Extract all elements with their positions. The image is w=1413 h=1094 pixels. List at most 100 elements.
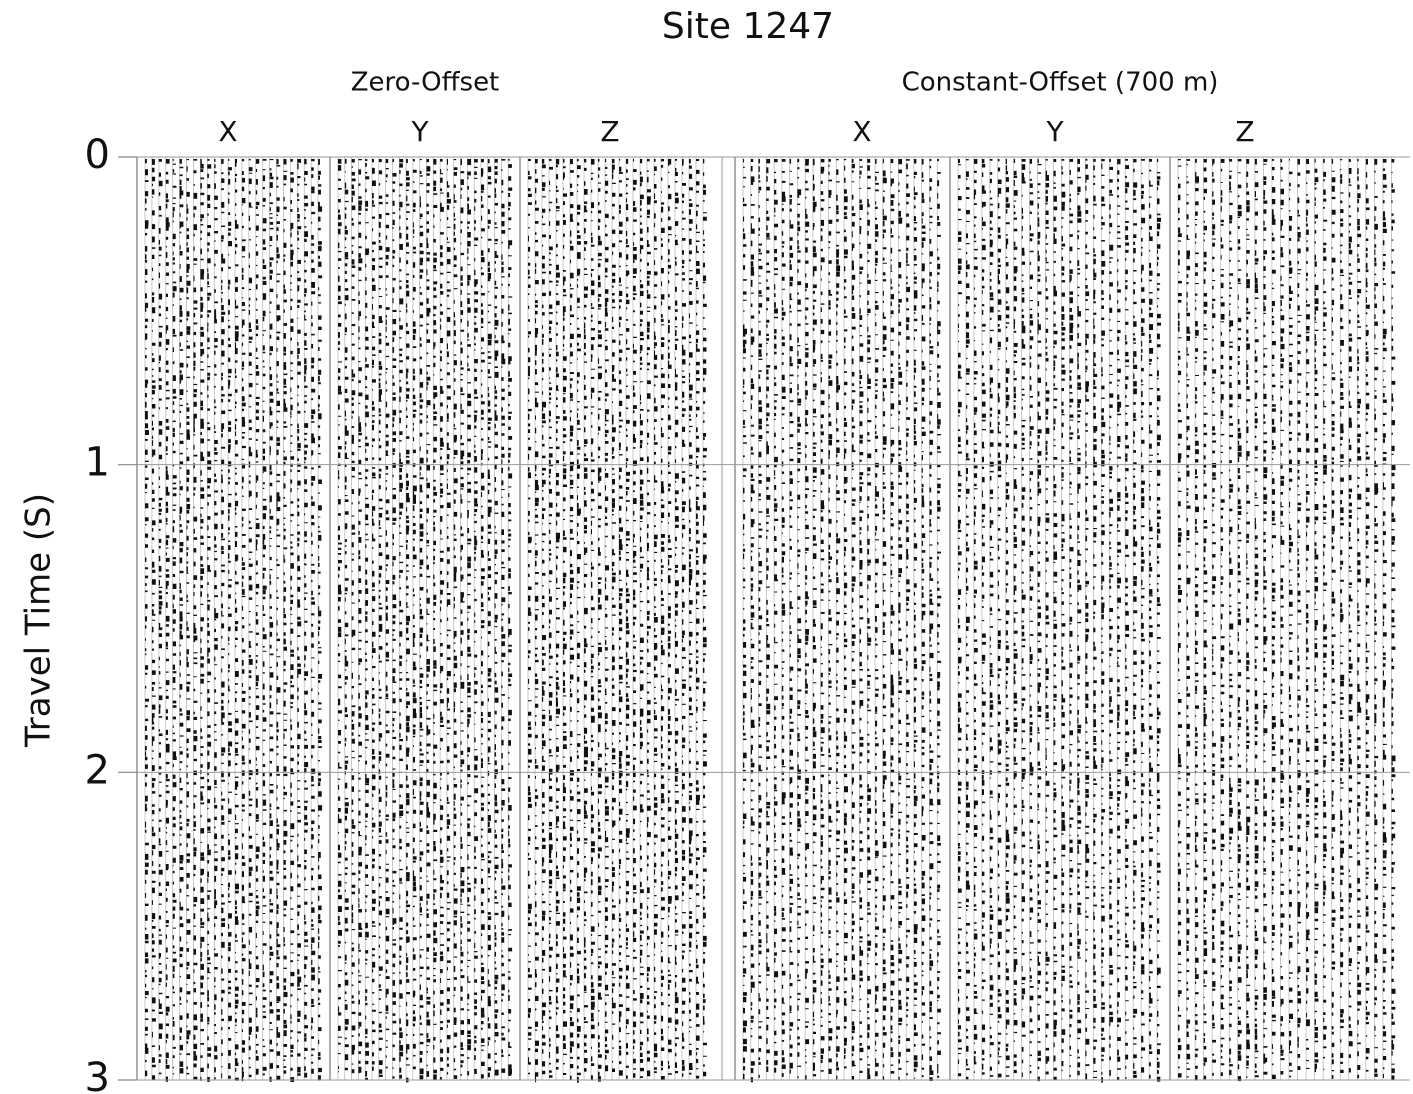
trace-wiggle — [535, 159, 539, 1083]
trace-wiggle — [1061, 159, 1066, 1072]
trace-wiggle — [186, 159, 191, 1075]
trace-wiggle — [696, 159, 700, 1079]
trace-wiggle — [453, 159, 458, 1079]
trace-wiggle — [937, 159, 942, 1078]
trace-wiggle — [365, 159, 370, 1081]
trace-wiggle — [494, 159, 499, 1076]
trace-wiggle — [200, 159, 205, 1081]
trace-wiggle — [262, 159, 267, 1076]
trace-wiggle — [1331, 159, 1336, 1079]
trace-wiggle — [440, 159, 445, 1080]
trace-wiggle — [297, 159, 302, 1076]
trace-wiggle — [311, 159, 316, 1074]
trace-wiggle — [1365, 159, 1370, 1072]
trace-wiggle — [973, 159, 978, 1073]
trace-wiggle — [1374, 159, 1379, 1077]
trace-wiggle — [221, 159, 226, 1079]
trace-wiggle — [1297, 159, 1302, 1070]
trace-wiggle — [358, 159, 363, 1074]
trace-wiggle — [682, 159, 686, 1077]
trace-wiggle — [235, 159, 239, 1081]
trace-wiggle — [797, 159, 802, 1079]
trace-wiggle — [269, 159, 274, 1082]
trace-wiggle — [467, 159, 472, 1076]
trace-wiggle — [179, 159, 184, 1074]
trace-wiggle — [151, 159, 156, 1080]
trace-wiggle — [1037, 159, 1042, 1082]
trace-wiggle — [1271, 159, 1276, 1079]
y-tick-label: 2 — [85, 747, 110, 793]
panel-label: Y — [1045, 115, 1064, 148]
trace-wiggle — [1141, 159, 1146, 1073]
trace-wiggle — [1306, 159, 1311, 1069]
trace-wiggle — [890, 159, 895, 1074]
trace-wiggle — [966, 159, 970, 1080]
trace-wiggle — [214, 159, 219, 1080]
trace-wiggle — [598, 159, 602, 1082]
trace-wiggle — [654, 159, 658, 1074]
trace-wiggle — [1340, 159, 1345, 1073]
trace-wiggle — [1212, 159, 1217, 1076]
panel-label: X — [218, 115, 237, 148]
trace-wiggle — [1178, 159, 1182, 1078]
trace-wiggle — [1237, 159, 1242, 1082]
trace-wiggle — [921, 159, 926, 1078]
trace-wiggle — [836, 159, 841, 1080]
trace-wiggle — [481, 159, 485, 1079]
trace-wiggle — [528, 159, 532, 1075]
trace-wiggle — [433, 159, 438, 1080]
trace-wiggle — [997, 159, 1002, 1078]
trace-wiggle — [372, 159, 376, 1071]
trace-wiggle — [844, 159, 848, 1069]
trace-wiggle — [304, 159, 309, 1078]
trace-wiggle — [474, 159, 479, 1074]
trace-wiggle — [563, 159, 567, 1075]
trace-wiggle — [508, 159, 513, 1076]
trace-wiggle — [1348, 159, 1353, 1073]
trace-wiggle — [758, 159, 763, 1078]
panel-label: Z — [1235, 115, 1254, 148]
trace-wiggle — [1085, 159, 1090, 1080]
trace-wiggle — [228, 159, 233, 1079]
trace-wiggle — [1203, 159, 1208, 1080]
y-tick-label: 3 — [85, 1055, 110, 1094]
trace-wiggle — [1069, 159, 1074, 1077]
trace-wiggle — [906, 159, 911, 1076]
trace-wiggle — [640, 159, 644, 1078]
trace-wiggle — [1077, 159, 1082, 1076]
trace-wiggle — [913, 159, 918, 1079]
trace-wiggle — [1149, 159, 1154, 1079]
trace-wiggle — [577, 159, 581, 1083]
trace-wiggle — [1013, 159, 1018, 1074]
trace-wiggle — [344, 159, 349, 1071]
trace-wiggle — [1323, 159, 1328, 1070]
trace-wiggle — [647, 159, 651, 1077]
trace-wiggle — [929, 159, 934, 1081]
trace-wiggle — [898, 159, 903, 1081]
trace-wiggle — [446, 159, 451, 1075]
trace-wiggle — [158, 159, 163, 1075]
trace-wiggle — [619, 159, 623, 1076]
trace-wiggle — [1382, 159, 1387, 1078]
trace-wiggle — [981, 159, 986, 1075]
trace-wiggle — [419, 159, 424, 1080]
trace-wiggle — [828, 159, 833, 1074]
trace-wiggle — [1021, 159, 1026, 1077]
trace-wiggle — [591, 159, 595, 1081]
panel-label: Y — [410, 115, 429, 148]
trace-wiggle — [958, 159, 962, 1077]
trace-wiggle — [1029, 159, 1034, 1074]
trace-texture — [136, 157, 1396, 1083]
trace-wiggle — [605, 159, 609, 1072]
trace-wiggle — [460, 159, 465, 1076]
trace-wiggle — [1109, 159, 1114, 1076]
trace-wiggle — [1357, 159, 1362, 1079]
trace-wiggle — [542, 159, 546, 1075]
trace-wiggle — [1005, 159, 1010, 1077]
trace-wiggle — [385, 159, 390, 1069]
trace-wiggle — [703, 159, 707, 1077]
trace-wiggle — [338, 159, 342, 1073]
trace-wiggle — [1220, 159, 1225, 1076]
trace-wiggle — [1391, 159, 1396, 1080]
trace-wiggle — [805, 159, 810, 1080]
